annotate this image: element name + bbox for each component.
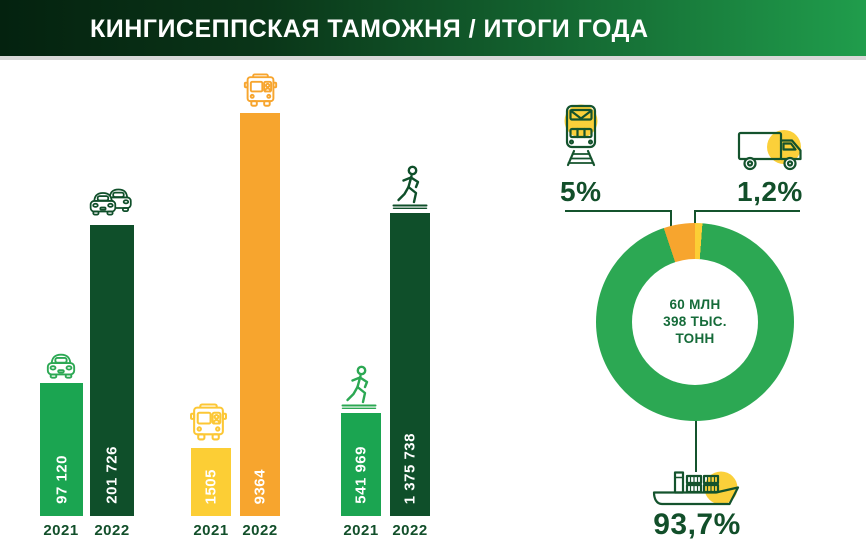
train-icon [560,102,602,168]
donut-center-line: ТОНН [675,331,715,346]
pedestrian-icon [339,365,379,409]
rail-share-label: 5% [560,176,602,207]
bar-value: 9364 [251,468,269,504]
bar-cars-2021: 97 120 [40,383,83,516]
donut-center-text: 60 МЛН 398 ТЫС. ТОНН [620,296,770,347]
bus-icon [243,73,278,109]
callout-line-rail [565,210,672,212]
pedestrian-icon [390,165,430,209]
year-label: 2022 [94,522,130,539]
callout-line-road [694,210,696,232]
bar-pedestrians-2021: 541 969 [341,413,381,516]
bar-cars-2022: 201 726 [90,225,134,516]
year-label: 2021 [343,522,379,539]
cars-icon [88,186,134,219]
header-divider [0,56,866,60]
truck-icon [737,127,805,172]
bus-icon [189,403,228,443]
bar-value: 201 726 [103,446,121,504]
page-title: КИНГИСЕППСКАЯ ТАМОЖНЯ / ИТОГИ ГОДА [90,15,649,43]
donut-chart [596,223,794,421]
year-label: 2021 [193,522,229,539]
bar-value: 1505 [202,468,220,504]
callout-line-sea [695,412,697,472]
ship-icon [650,467,742,509]
bar-pedestrians-2022: 1 375 738 [390,213,430,516]
callout-line-road [694,210,800,212]
bar-buses-2022: 9364 [240,113,280,516]
bar-value: 541 969 [352,446,370,504]
donut-center-line: 398 ТЫС. [663,314,727,329]
year-label: 2021 [43,522,79,539]
bar-value: 97 120 [53,455,70,504]
car-icon [45,350,77,380]
accent-circle [704,471,738,505]
header-bar: КИНГИСЕППСКАЯ ТАМОЖНЯ / ИТОГИ ГОДА [0,0,866,56]
callout-line-rail [670,210,672,232]
donut-center-line: 60 МЛН [669,297,721,312]
year-label: 2022 [392,522,428,539]
year-label: 2022 [242,522,278,539]
road-share-label: 1,2% [737,176,803,207]
sea-share-label: 93,7% [653,508,741,541]
bar-buses-2021: 1505 [191,448,231,516]
bar-value: 1 375 738 [401,432,419,504]
donut-hole [632,259,758,385]
